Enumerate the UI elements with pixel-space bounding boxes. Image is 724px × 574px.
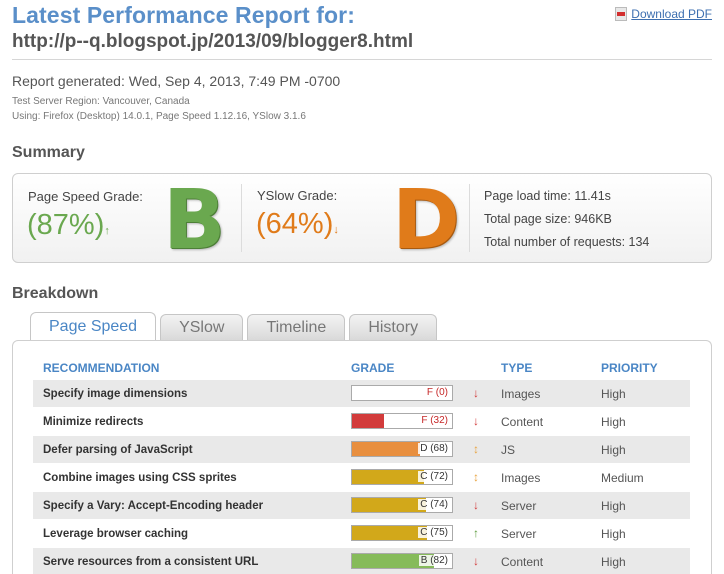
table-row[interactable]: Leverage browser caching C (75) ↑ Server Hig…	[33, 520, 690, 547]
grade-value: C (75)	[418, 527, 450, 538]
grade-bar-fill	[352, 554, 434, 568]
page-stats: Page load time: 11.41s Total page size: …	[469, 184, 711, 252]
pagespeed-percent-value: (87%)	[27, 209, 105, 241]
pdf-icon	[615, 7, 628, 21]
grade-bar: B (82)	[351, 553, 453, 569]
pagespeed-grade-percent: (87%)↑	[27, 209, 110, 242]
grade-bar: F (32)	[351, 413, 453, 429]
type-value: Server	[501, 499, 537, 513]
recommendation-name[interactable]: Serve resources from a consistent URL	[43, 556, 259, 568]
column-header-type[interactable]: TYPE	[501, 361, 533, 375]
grade-bar: C (75)	[351, 525, 453, 541]
yslow-grade-letter: D	[392, 173, 461, 268]
test-tools: Using: Firefox (Desktop) 14.0.1, Page Sp…	[12, 111, 306, 122]
grade-bar: F (0)	[351, 385, 453, 401]
arrow-down-icon: ↓	[473, 414, 479, 428]
table-row[interactable]: Combine images using CSS sprites C (72) ↕ I…	[33, 464, 690, 491]
table-row[interactable]: Specify a Vary: Accept-Encoding header C …	[33, 492, 690, 519]
arrow-updown-icon: ↕	[473, 470, 479, 484]
arrow-updown-icon: ↕	[473, 442, 479, 456]
recommendation-name[interactable]: Defer parsing of JavaScript	[43, 444, 193, 456]
grade-bar-fill	[352, 498, 426, 512]
tab-yslow[interactable]: YSlow	[160, 314, 244, 340]
trend-down-icon: ↓	[333, 224, 339, 236]
pagespeed-grade-block: Page Speed Grade: (87%)↑ B	[13, 174, 241, 262]
recommendation-name[interactable]: Specify a Vary: Accept-Encoding header	[43, 500, 264, 512]
yslow-grade-label: YSlow Grade:	[257, 188, 338, 203]
yslow-percent-value: (64%)	[256, 208, 334, 240]
breakdown-heading: Breakdown	[12, 285, 99, 302]
grade-bar-fill	[352, 442, 420, 456]
type-value: Images	[501, 387, 541, 401]
grade-value: C (72)	[418, 471, 450, 482]
priority-value: High	[601, 443, 626, 457]
grade-bar: C (74)	[351, 497, 453, 513]
type-value: Content	[501, 555, 544, 569]
table-row[interactable]: Serve resources from a consistent URL B (…	[33, 548, 690, 574]
arrow-down-icon: ↓	[473, 386, 479, 400]
header-divider	[12, 59, 712, 60]
report-title: Latest Performance Report for:	[12, 2, 355, 28]
recommendation-name[interactable]: Leverage browser caching	[43, 528, 189, 540]
report-url: http://p--q.blogspot.jp/2013/09/blogger8…	[12, 31, 414, 52]
yslow-grade-percent: (64%)↓	[256, 208, 339, 241]
breakdown-tabs: Page Speed YSlow Timeline History	[30, 312, 438, 340]
pagespeed-grade-label: Page Speed Grade:	[28, 189, 143, 204]
download-pdf-label: Download PDF	[631, 7, 712, 21]
summary-panel: Page Speed Grade: (87%)↑ B YSlow Grade: …	[12, 173, 712, 263]
test-server-region: Test Server Region: Vancouver, Canada	[12, 96, 190, 107]
type-value: Images	[501, 471, 541, 485]
total-requests: Total number of requests: 134	[484, 235, 650, 249]
grade-bar: C (72)	[351, 469, 453, 485]
grade-bar: D (68)	[351, 441, 453, 457]
trend-up-icon: ↑	[104, 225, 110, 237]
type-value: Content	[501, 415, 544, 429]
grade-value: F (32)	[419, 415, 450, 426]
tab-timeline[interactable]: Timeline	[247, 314, 346, 340]
page-load-time: Page load time: 11.41s	[484, 189, 611, 203]
grade-value: D (68)	[418, 443, 450, 454]
recommendation-name[interactable]: Specify image dimensions	[43, 388, 188, 400]
summary-heading: Summary	[12, 144, 85, 161]
yslow-grade-block: YSlow Grade: (64%)↓ D	[241, 180, 469, 262]
type-value: JS	[501, 443, 516, 457]
column-header-recommendation[interactable]: RECOMMENDATION	[43, 361, 160, 375]
report-generated: Report generated: Wed, Sep 4, 2013, 7:49…	[12, 73, 341, 89]
recommendation-name[interactable]: Combine images using CSS sprites	[43, 472, 237, 484]
type-value: Server	[501, 527, 537, 541]
column-header-grade[interactable]: GRADE	[351, 361, 395, 375]
priority-value: High	[601, 415, 626, 429]
grade-bar-fill	[352, 526, 427, 540]
priority-value: Medium	[601, 471, 644, 485]
priority-value: High	[601, 555, 626, 569]
total-page-size: Total page size: 946KB	[484, 212, 612, 226]
grade-bar-fill	[352, 414, 384, 428]
grade-value: F (0)	[424, 387, 450, 398]
arrow-up-icon: ↑	[473, 526, 479, 540]
grade-value: C (74)	[418, 499, 450, 510]
tab-history[interactable]: History	[349, 314, 438, 340]
table-row[interactable]: Minimize redirects F (32) ↓ Content High	[33, 408, 690, 435]
download-pdf-link[interactable]: Download PDF	[615, 7, 712, 21]
table-row[interactable]: Defer parsing of JavaScript D (68) ↕ JS High	[33, 436, 690, 463]
tab-page-speed[interactable]: Page Speed	[30, 312, 157, 340]
column-header-priority[interactable]: PRIORITY	[601, 361, 658, 375]
priority-value: High	[601, 499, 626, 513]
priority-value: High	[601, 527, 626, 541]
pagespeed-grade-letter: B	[163, 173, 226, 268]
grade-bar-fill	[352, 470, 424, 484]
recommendation-name[interactable]: Minimize redirects	[43, 416, 144, 428]
table-row[interactable]: Specify image dimensions F (0) ↓ Images High	[33, 380, 690, 407]
priority-value: High	[601, 387, 626, 401]
arrow-down-icon: ↓	[473, 498, 479, 512]
grade-value: B (82)	[418, 555, 450, 566]
arrow-down-icon: ↓	[473, 554, 479, 568]
